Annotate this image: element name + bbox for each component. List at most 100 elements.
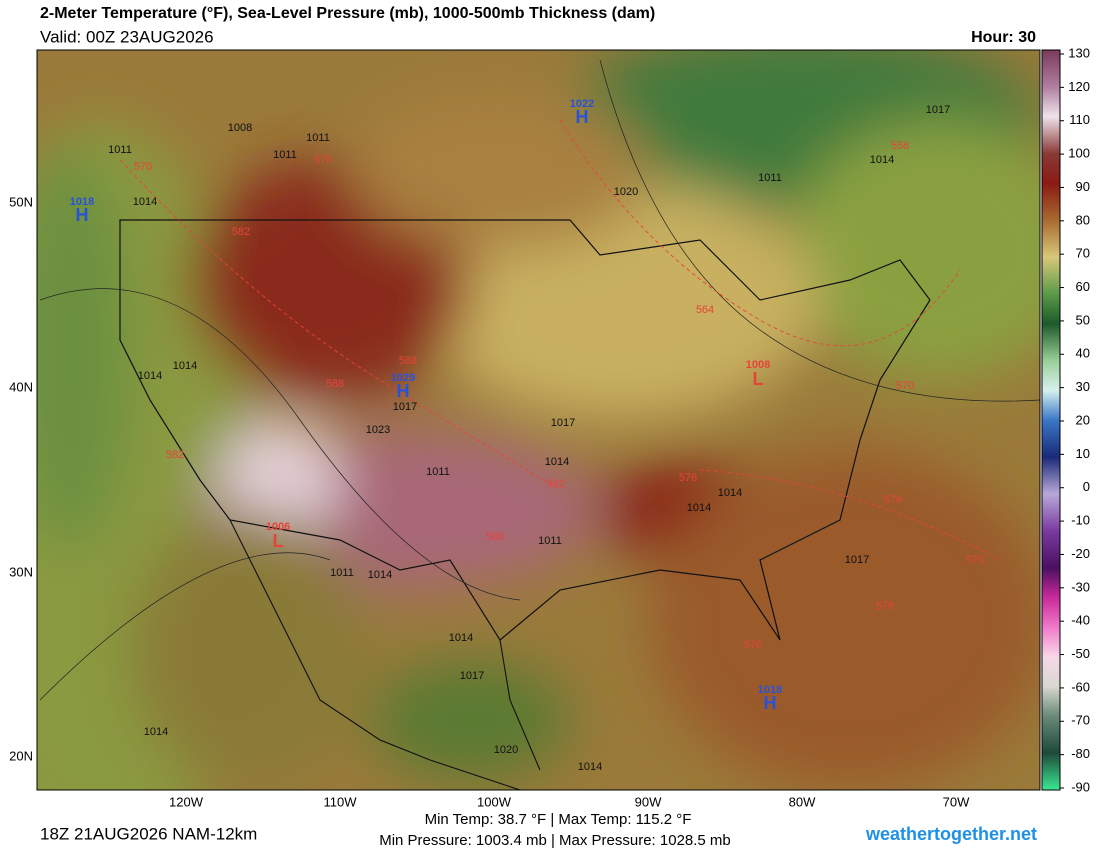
latitude-label: 30N xyxy=(9,564,33,579)
valid-time: Valid: 00Z 23AUG2026 xyxy=(40,27,214,46)
thickness-label: 576 xyxy=(314,154,332,166)
longitude-label: 90W xyxy=(635,794,662,809)
thickness-label: 558 xyxy=(891,140,909,152)
thickness-label: 576 xyxy=(679,472,697,484)
isobar-label: 1011 xyxy=(426,466,450,478)
isobar-label: 1017 xyxy=(460,670,484,682)
colorbar-label: 80 xyxy=(1076,212,1090,227)
title: 2-Meter Temperature (°F), Sea-Level Pres… xyxy=(40,5,655,22)
high-symbol: H xyxy=(76,205,89,225)
thickness-lines xyxy=(119,119,1001,561)
colorbar-label: 110 xyxy=(1069,112,1090,127)
thickness-label: 582 xyxy=(547,478,565,490)
isobar-label: 1014 xyxy=(368,569,392,581)
isobar-label: 1014 xyxy=(578,761,602,773)
thickness-label: 576 xyxy=(966,554,984,566)
high-pressure-value: 1018 xyxy=(758,684,782,696)
thickness-label: 564 xyxy=(696,304,714,316)
isobar-label: 1014 xyxy=(173,360,197,372)
thickness-label: 588 xyxy=(486,531,504,543)
high-pressure-value: 1022 xyxy=(570,98,594,110)
high-pressure-value: 1018 xyxy=(70,196,94,208)
longitude-label: 80W xyxy=(789,794,816,809)
high-symbol: H xyxy=(576,107,589,127)
high-symbol: H xyxy=(764,693,777,713)
isobar-label: 1014 xyxy=(449,632,473,644)
isobar-label: 1011 xyxy=(108,144,132,156)
isobar-label: 1011 xyxy=(306,132,330,144)
isobar-label: 1017 xyxy=(393,401,417,413)
isobar-label: 1014 xyxy=(138,370,162,382)
colorbar-label: 10 xyxy=(1076,446,1090,461)
isobar-label: 1011 xyxy=(273,149,297,161)
colorbar-label: -10 xyxy=(1071,513,1090,528)
mexico-outline xyxy=(229,519,541,790)
colorbar-label: 20 xyxy=(1076,412,1090,427)
isobar-label: 1011 xyxy=(330,567,354,579)
isobar-label: 1017 xyxy=(845,554,869,566)
isobar-label: 1014 xyxy=(545,456,569,468)
colorbar-label: 60 xyxy=(1076,279,1090,294)
thickness-label: 570 xyxy=(134,161,152,173)
isobar-label: 1017 xyxy=(551,417,575,429)
colorbar-label: -90 xyxy=(1071,779,1090,794)
isobar-label: 1014 xyxy=(133,196,157,208)
thickness-label: 582 xyxy=(166,449,184,461)
colorbar-label: -70 xyxy=(1071,713,1090,728)
colorbar-label: 90 xyxy=(1076,179,1090,194)
colorbar-label: 50 xyxy=(1076,312,1090,327)
isobar-label: 1014 xyxy=(144,726,168,738)
temp-range: Min Temp: 38.7 °F | Max Temp: 115.2 °F xyxy=(425,811,692,828)
model-run: 18Z 21AUG2026 NAM-12km xyxy=(40,824,257,843)
latitude-label: 50N xyxy=(9,194,33,209)
low-pressure-value: 1008 xyxy=(746,359,770,371)
thickness-label: 576 xyxy=(876,600,894,612)
longitude-label: 120W xyxy=(169,794,204,809)
colorbar-label: -30 xyxy=(1071,579,1090,594)
isobar-label: 1023 xyxy=(366,424,390,436)
colorbar-label: 120 xyxy=(1068,79,1090,94)
colorbar-label: 130 xyxy=(1068,45,1090,60)
isobar-lines xyxy=(39,59,1040,701)
thickness-label: 588 xyxy=(399,355,417,367)
low-pressure-value: 1006 xyxy=(266,521,290,533)
isobar-label: 1020 xyxy=(494,744,518,756)
colorbar-label: -60 xyxy=(1071,679,1090,694)
isobar-label: 1014 xyxy=(870,154,894,166)
low-symbol: L xyxy=(753,369,764,389)
latitude-label: 20N xyxy=(9,748,33,763)
isobar-label: 1014 xyxy=(718,487,742,499)
colorbar-label: 0 xyxy=(1083,479,1090,494)
map-frame xyxy=(36,49,1041,791)
colorbar-label: 70 xyxy=(1076,246,1090,261)
high-symbol: H xyxy=(397,381,410,401)
colorbar-label: 100 xyxy=(1068,146,1090,161)
isobar-label: 1014 xyxy=(687,502,711,514)
colorbar-label: 30 xyxy=(1076,379,1090,394)
longitude-label: 70W xyxy=(943,794,970,809)
thickness-label: 576 xyxy=(744,639,762,651)
isobar-label: 1017 xyxy=(926,104,950,116)
colorbar-label: -40 xyxy=(1071,613,1090,628)
isobar-label: 1011 xyxy=(758,172,782,184)
thickness-label: 588 xyxy=(326,378,344,390)
colorbar-label: -50 xyxy=(1071,646,1090,661)
thickness-label: 570 xyxy=(896,380,914,392)
longitude-label: 110W xyxy=(324,794,358,809)
site-link[interactable]: weathertogether.net xyxy=(865,824,1037,844)
isobar-label: 1020 xyxy=(614,186,638,198)
map-field xyxy=(37,50,1040,790)
isobar-label: 1008 xyxy=(228,122,252,134)
colorbar-label: -80 xyxy=(1071,746,1090,761)
longitude-label: 100W xyxy=(477,794,512,809)
latitude-label: 40N xyxy=(9,379,33,394)
forecast-hour: Hour: 30 xyxy=(971,29,1036,46)
isobar-label: 1011 xyxy=(538,535,562,547)
high-pressure-value: 1029 xyxy=(391,372,415,384)
low-symbol: L xyxy=(273,531,284,551)
thickness-label: 576 xyxy=(884,494,902,506)
colorbar-label: -20 xyxy=(1071,546,1090,561)
colorbar-label: 40 xyxy=(1076,346,1090,361)
pressure-range: Min Pressure: 1003.4 mb | Max Pressure: … xyxy=(379,832,731,849)
